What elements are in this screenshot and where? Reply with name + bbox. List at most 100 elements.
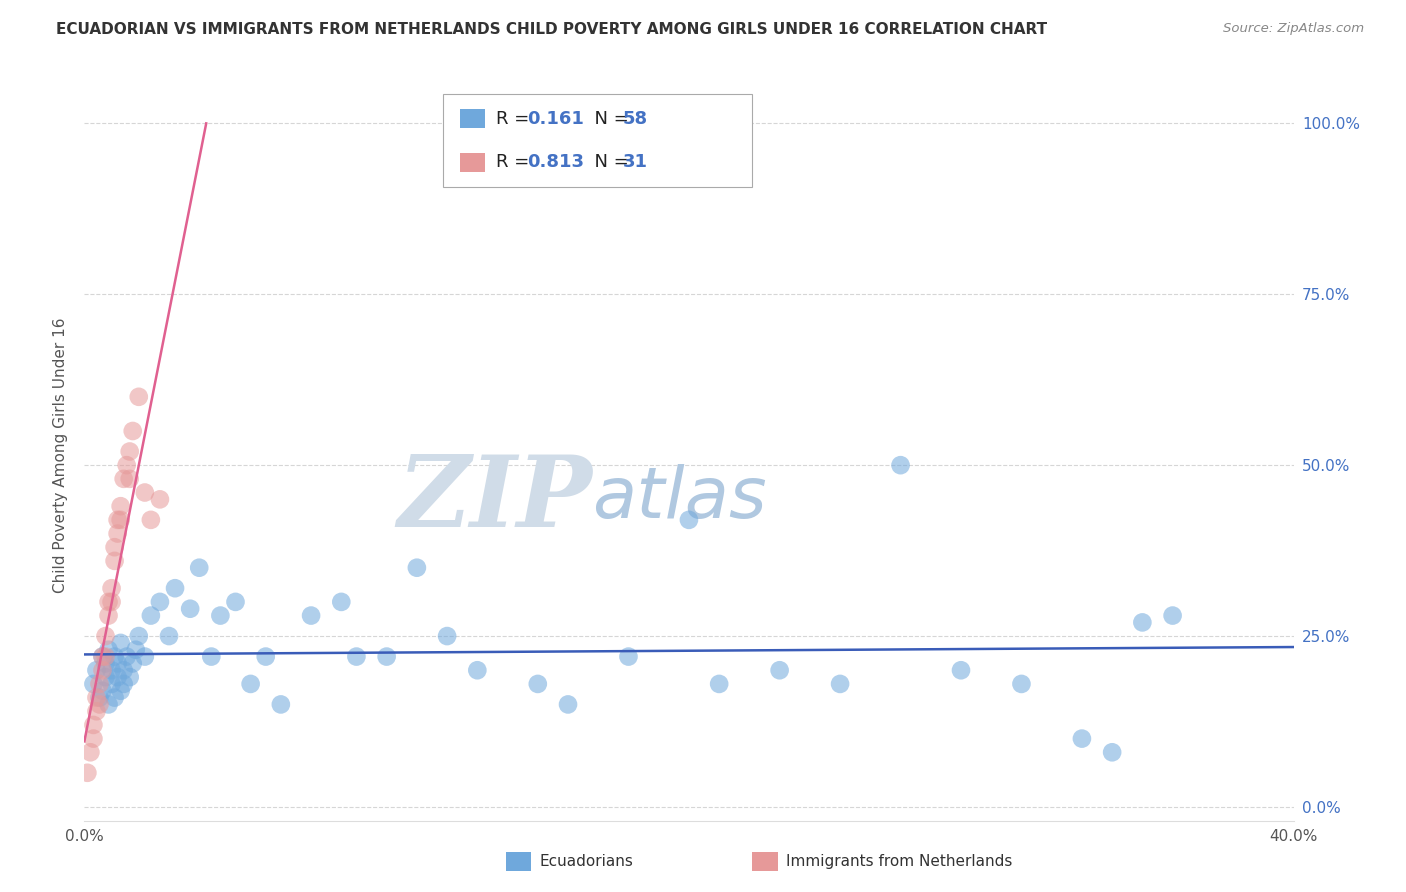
Point [769, 663, 792, 677]
Point [179, 601, 201, 615]
Text: R =: R = [496, 110, 536, 128]
Point [330, 595, 353, 609]
Point [1071, 731, 1094, 746]
Text: Immigrants from Netherlands: Immigrants from Netherlands [786, 855, 1012, 869]
Point [100, 663, 122, 677]
Point [139, 513, 162, 527]
Point [91, 683, 114, 698]
Point [225, 595, 247, 609]
Point [86, 704, 108, 718]
Point [82, 731, 104, 746]
Text: ECUADORIAN VS IMMIGRANTS FROM NETHERLANDS CHILD POVERTY AMONG GIRLS UNDER 16 COR: ECUADORIAN VS IMMIGRANTS FROM NETHERLAND… [56, 22, 1047, 37]
Point [118, 444, 141, 458]
Point [97, 698, 120, 712]
Point [112, 677, 135, 691]
Point [110, 636, 132, 650]
Point [110, 683, 132, 698]
Point [104, 554, 127, 568]
Point [1161, 608, 1184, 623]
Point [128, 629, 150, 643]
Point [254, 649, 277, 664]
Text: atlas: atlas [592, 465, 766, 533]
Point [526, 677, 548, 691]
Point [89, 677, 111, 691]
Point [107, 657, 129, 671]
Point [115, 458, 138, 472]
Point [118, 472, 141, 486]
Text: ZIP: ZIP [398, 450, 592, 547]
Point [1130, 615, 1153, 630]
Point [112, 472, 135, 486]
Point [107, 513, 129, 527]
Point [89, 698, 111, 712]
Point [188, 560, 211, 574]
Text: Ecuadorians: Ecuadorians [540, 855, 634, 869]
Point [678, 513, 700, 527]
Text: 0.813: 0.813 [527, 153, 585, 171]
Text: 31: 31 [623, 153, 648, 171]
Point [950, 663, 973, 677]
Point [91, 663, 114, 677]
Point [97, 595, 120, 609]
Point [121, 424, 143, 438]
Point [79, 745, 101, 759]
Point [128, 390, 150, 404]
Point [118, 670, 141, 684]
Point [157, 629, 180, 643]
Point [617, 649, 640, 664]
Point [139, 608, 162, 623]
Point [134, 649, 156, 664]
Point [107, 526, 129, 541]
Point [467, 663, 489, 677]
Text: N =: N = [583, 110, 636, 128]
Point [134, 485, 156, 500]
Point [270, 698, 292, 712]
Point [163, 581, 186, 595]
Point [91, 649, 114, 664]
Point [346, 649, 368, 664]
Point [110, 499, 132, 513]
Point [436, 629, 458, 643]
Point [299, 608, 322, 623]
Point [94, 657, 117, 671]
Point [1010, 677, 1032, 691]
Point [100, 581, 122, 595]
Point [406, 560, 429, 574]
Point [709, 677, 731, 691]
Point [94, 670, 117, 684]
Point [375, 649, 398, 664]
Point [82, 677, 104, 691]
Point [1101, 745, 1123, 759]
Point [82, 718, 104, 732]
Point [100, 595, 122, 609]
Point [121, 657, 143, 671]
Point [110, 513, 132, 527]
Y-axis label: Child Poverty Among Girls Under 16: Child Poverty Among Girls Under 16 [52, 318, 67, 592]
Text: 0.161: 0.161 [527, 110, 583, 128]
Point [76, 765, 98, 780]
Text: R =: R = [496, 153, 536, 171]
Point [149, 492, 172, 507]
Point [107, 670, 129, 684]
Point [149, 595, 172, 609]
Point [200, 649, 222, 664]
Point [239, 677, 262, 691]
Point [86, 690, 108, 705]
Point [97, 642, 120, 657]
Point [112, 663, 135, 677]
Point [115, 649, 138, 664]
Point [91, 649, 114, 664]
Point [209, 608, 232, 623]
Text: 58: 58 [623, 110, 648, 128]
Point [100, 677, 122, 691]
Point [104, 649, 127, 664]
Point [94, 629, 117, 643]
Point [89, 690, 111, 705]
Text: Source: ZipAtlas.com: Source: ZipAtlas.com [1223, 22, 1364, 36]
Point [104, 540, 127, 554]
Point [94, 649, 117, 664]
Point [830, 677, 852, 691]
Point [557, 698, 579, 712]
Text: N =: N = [583, 153, 636, 171]
Point [125, 642, 148, 657]
